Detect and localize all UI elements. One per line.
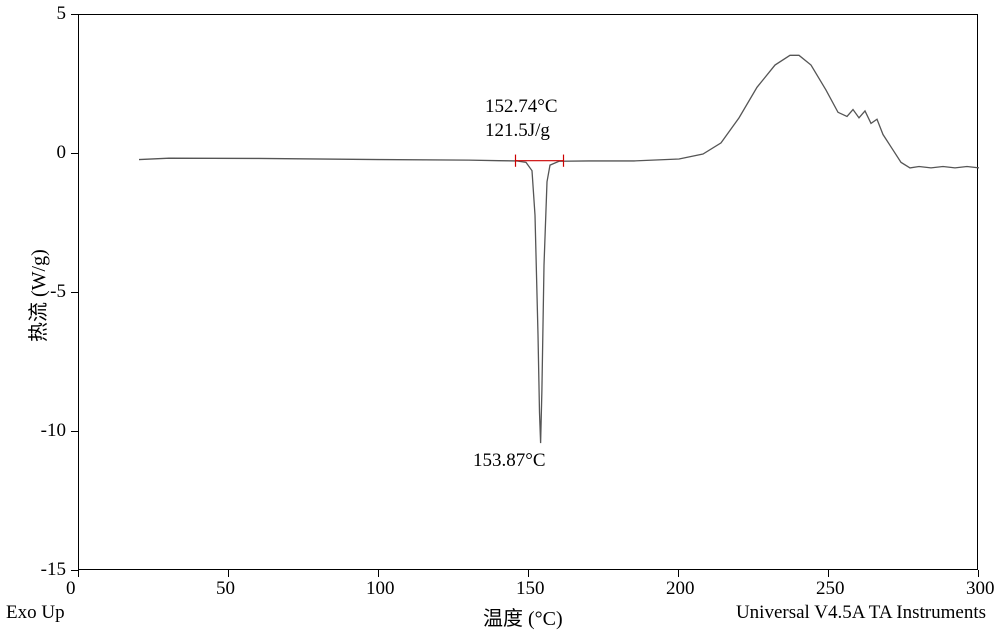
x-tick-label: 250 (816, 578, 845, 600)
y-tick-label: -5 (50, 281, 66, 303)
exo-up-label: Exo Up (6, 602, 65, 624)
x-tick (678, 570, 679, 577)
x-tick-label: 100 (366, 578, 395, 600)
x-tick-label: 50 (216, 578, 235, 600)
y-tick-label: 0 (57, 142, 67, 164)
x-tick (978, 570, 979, 577)
dsc-thermogram-figure: 热流 (W/g) 温度 (°C) Exo Up Universal V4.5A … (0, 0, 1000, 634)
x-tick-label: 300 (966, 578, 995, 600)
x-tick (828, 570, 829, 577)
y-tick-label: -15 (41, 559, 66, 581)
y-tick (71, 570, 78, 571)
x-tick-label: 200 (666, 578, 695, 600)
y-tick-label: -10 (41, 420, 66, 442)
x-tick-label: 150 (516, 578, 545, 600)
x-tick-label: 0 (66, 578, 76, 600)
x-tick (228, 570, 229, 577)
x-axis-label: 温度 (°C) (483, 602, 563, 631)
onset-temperature-annotation: 152.74°C (485, 96, 558, 118)
y-tick (71, 14, 78, 15)
dsc-curve (139, 55, 979, 443)
peak-temperature-annotation: 153.87°C (473, 450, 546, 472)
software-version-label: Universal V4.5A TA Instruments (736, 602, 986, 624)
x-tick (378, 570, 379, 577)
y-tick (71, 292, 78, 293)
y-axis-label: 热流 (W/g) (22, 249, 51, 342)
y-tick-label: 5 (57, 3, 67, 25)
y-tick (71, 431, 78, 432)
x-tick (528, 570, 529, 577)
enthalpy-annotation: 121.5J/g (485, 120, 550, 142)
x-tick (78, 570, 79, 577)
y-tick (71, 153, 78, 154)
